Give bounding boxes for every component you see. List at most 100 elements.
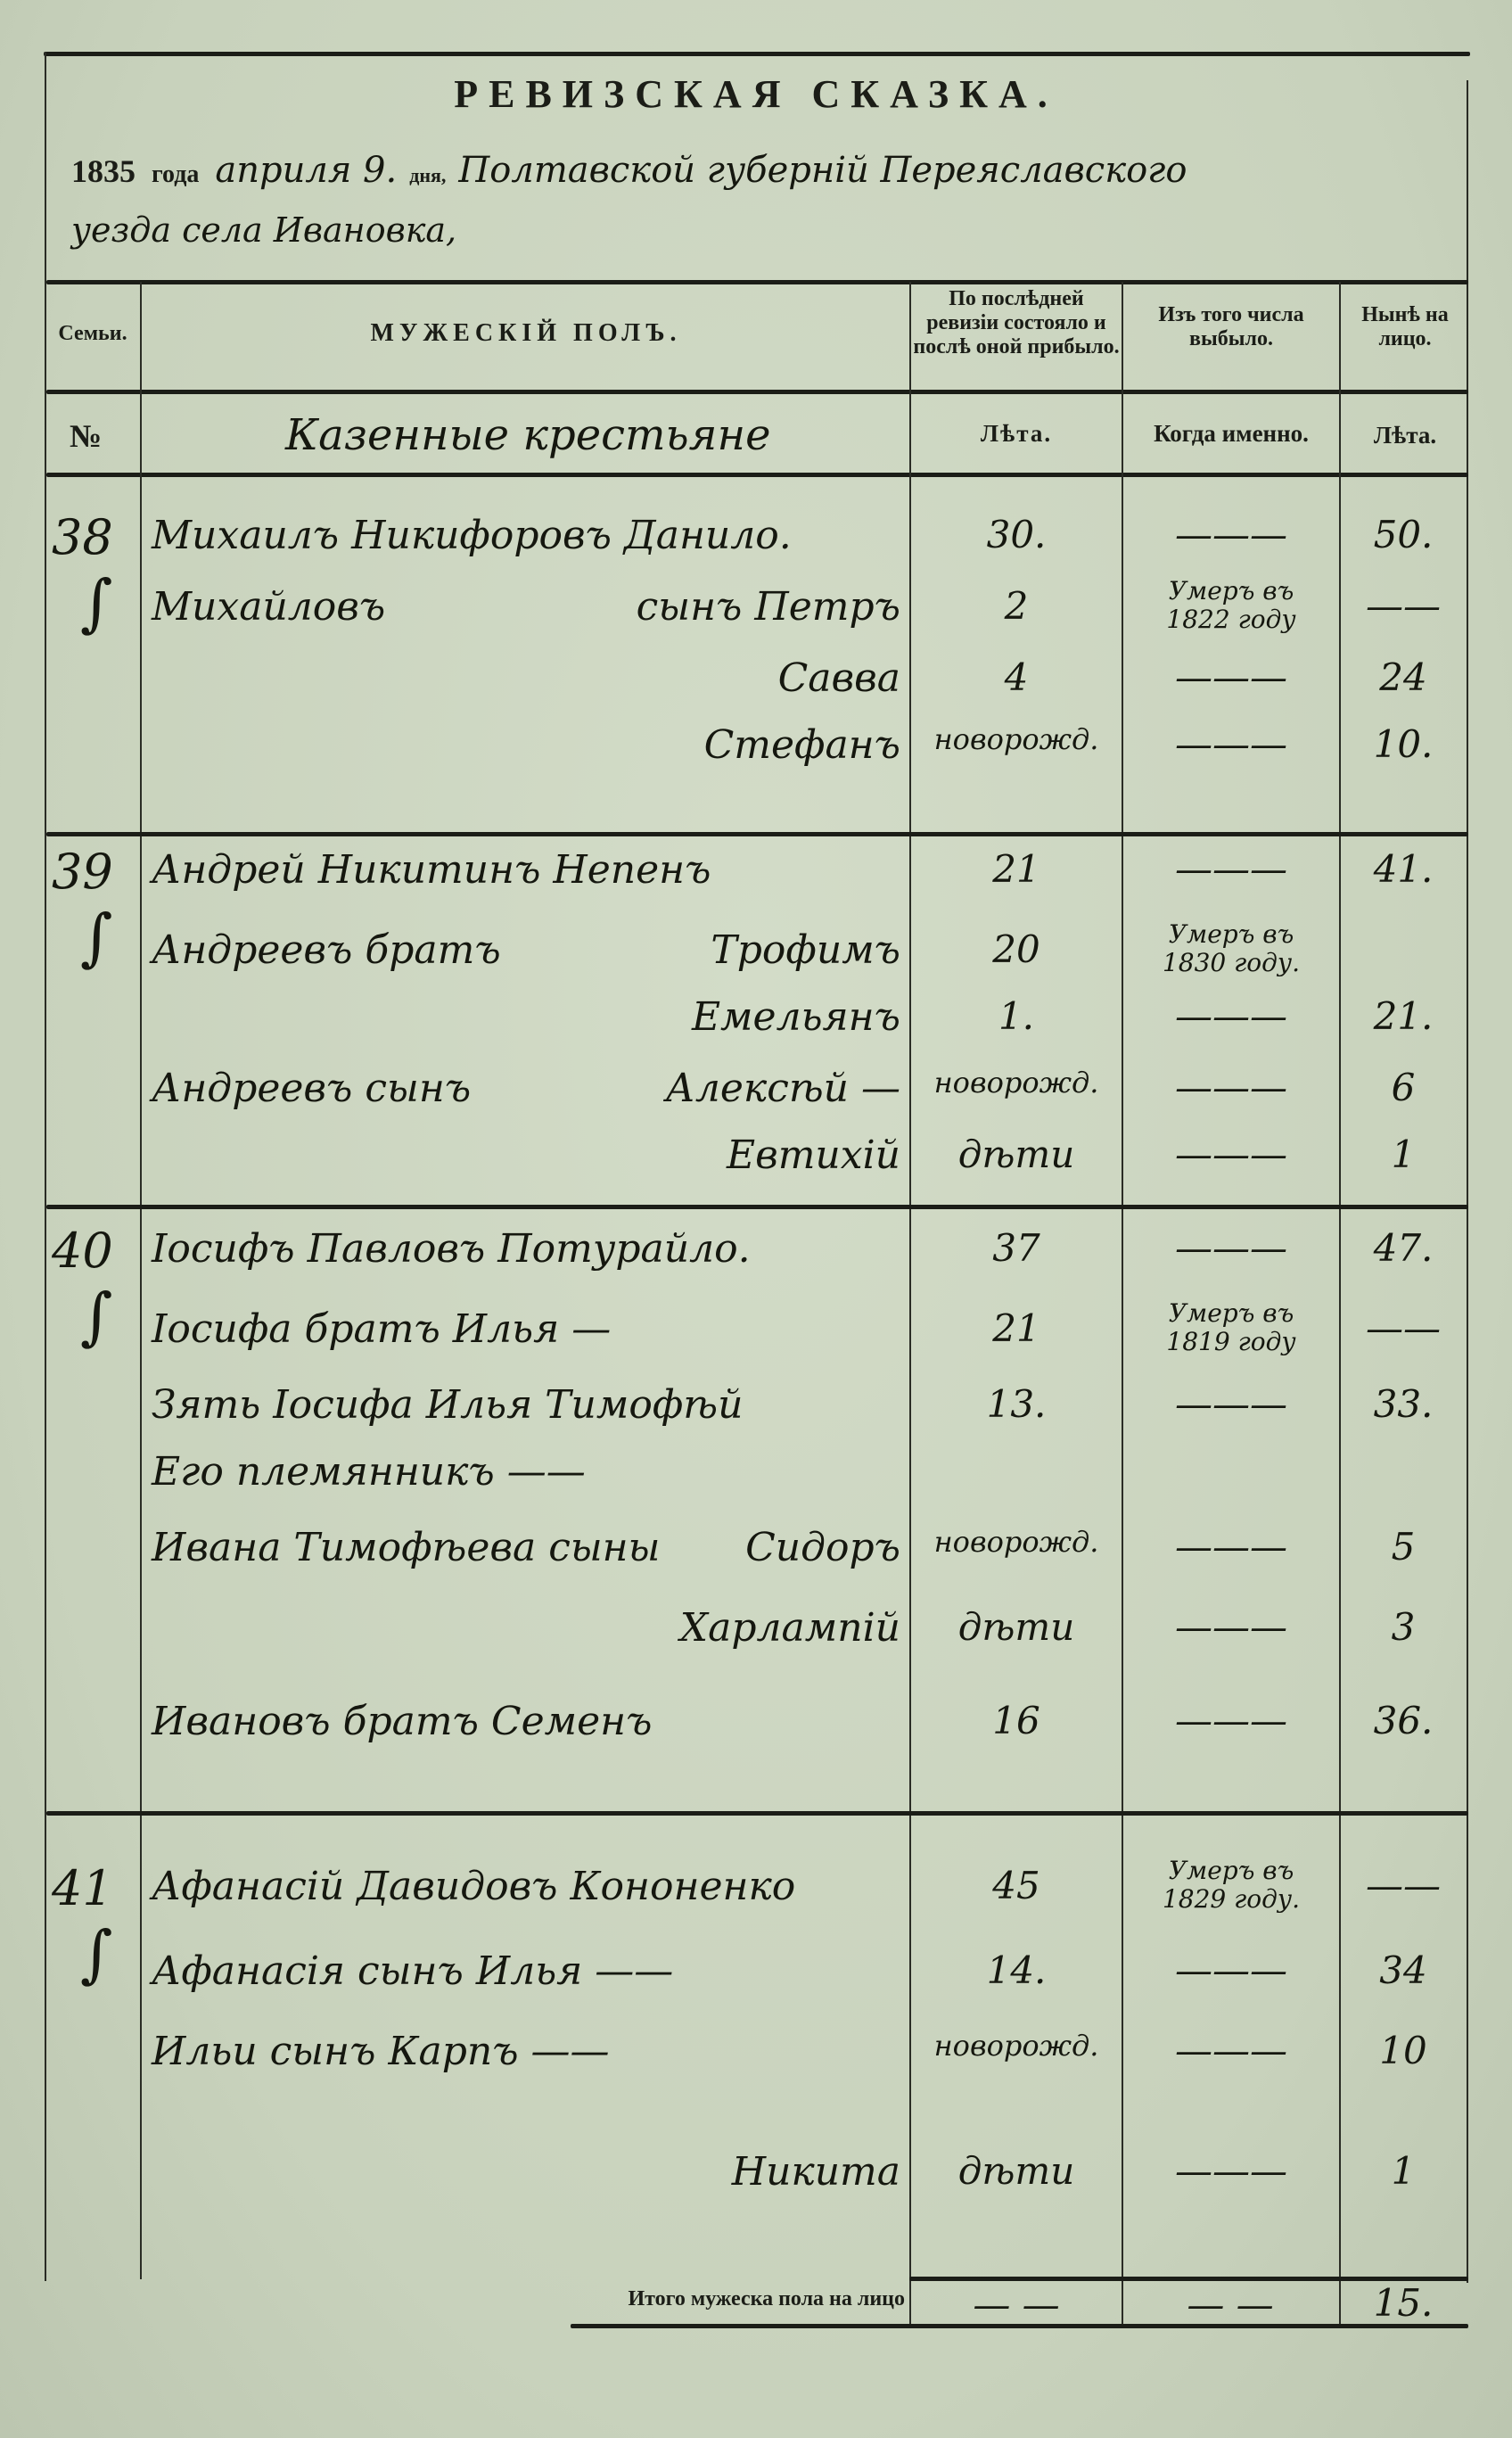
person-name-prefix: Зять Іосифа Илья Тимофѣй bbox=[152, 1382, 744, 1428]
intro-date: априля 9. bbox=[215, 150, 398, 191]
person-name-prefix: Его племянникъ —— bbox=[152, 1449, 586, 1495]
person-name-prefix: Іосифа братъ Илья — bbox=[152, 1306, 612, 1352]
check-mark-icon: ∫ bbox=[80, 1280, 113, 1353]
family-separator-line bbox=[46, 832, 1468, 836]
frame-top-line bbox=[44, 52, 1470, 56]
dropped-dash: ——— bbox=[1175, 1133, 1287, 1176]
age-present: 10. bbox=[1373, 722, 1434, 766]
frame-left-line bbox=[45, 52, 46, 2281]
age-present: 6 bbox=[1391, 1066, 1416, 1109]
age-last-revision: 4 bbox=[1004, 655, 1029, 699]
column-divider bbox=[140, 282, 142, 2279]
dropped-note: Умеръ въ 1830 году. bbox=[1162, 919, 1301, 977]
total-label: Итого мужеска пола на лицо bbox=[628, 2287, 905, 2310]
frame-right-line bbox=[1467, 80, 1468, 2283]
header-present: Нынѣ на лицо. bbox=[1361, 303, 1449, 350]
person-given-name: Евтихій bbox=[726, 1133, 900, 1178]
person-name-prefix: Ивана Тимофѣева сыны bbox=[152, 1525, 661, 1570]
person-given-name: Савва bbox=[777, 655, 900, 701]
age-last-revision: дѣти bbox=[957, 1133, 1075, 1176]
intro-place-2: уезда села Ивановка, bbox=[71, 210, 457, 250]
intro-day-label: дня, bbox=[409, 164, 447, 186]
subheader-years: Лѣта. bbox=[980, 420, 1053, 447]
age-last-revision: новорожд. bbox=[933, 2029, 1099, 2063]
person-given-name: Никита bbox=[731, 2149, 900, 2195]
person-given-name: Стефанъ bbox=[703, 722, 900, 768]
person-given-name: Трофимъ bbox=[711, 927, 900, 973]
subheader-number: № bbox=[70, 418, 103, 454]
age-present: —— bbox=[1366, 1306, 1441, 1350]
age-last-revision: новорожд. bbox=[933, 1525, 1099, 1559]
age-present: 34 bbox=[1379, 1948, 1427, 1992]
age-present: 5 bbox=[1391, 1525, 1416, 1569]
family-number: 41 bbox=[52, 1860, 113, 1916]
person-name-prefix: Афанасія сынъ Илья —— bbox=[152, 1948, 674, 1994]
age-present: 33. bbox=[1373, 1382, 1434, 1426]
subheader-category: Казенные крестьяне bbox=[285, 410, 771, 460]
age-present: 41. bbox=[1373, 847, 1434, 891]
column-divider bbox=[909, 282, 911, 2324]
person-given-name: Харлампій bbox=[679, 1605, 900, 1651]
age-last-revision: дѣти bbox=[957, 1605, 1075, 1649]
dropped-dash: ——— bbox=[1175, 722, 1287, 766]
person-name-prefix: Андреевъ братъ bbox=[152, 927, 501, 973]
age-last-revision: 13. bbox=[986, 1382, 1047, 1426]
total-top-line bbox=[909, 2277, 1468, 2281]
age-present: 1 bbox=[1391, 1133, 1416, 1176]
family-separator-line bbox=[46, 1205, 1468, 1209]
age-last-revision: 30. bbox=[986, 513, 1047, 556]
header-last-revision: По послѣдней ревизіи состояло и послѣ он… bbox=[913, 287, 1120, 358]
subheader-when: Когда именно. bbox=[1154, 420, 1309, 447]
header-mid-line bbox=[46, 390, 1468, 394]
column-divider bbox=[1339, 282, 1341, 2324]
dropped-dash: ——— bbox=[1175, 513, 1287, 556]
dropped-dash: ——— bbox=[1175, 1382, 1287, 1426]
age-present: —— bbox=[1366, 584, 1441, 628]
age-last-revision: 14. bbox=[986, 1948, 1047, 1992]
intro-year: 1835 bbox=[71, 153, 136, 189]
age-last-revision: 16 bbox=[992, 1699, 1040, 1742]
age-present: 24 bbox=[1379, 655, 1427, 699]
dropped-dash: ——— bbox=[1175, 1525, 1287, 1569]
intro-line-1: 1835 года априля 9. дня, Полтавской губе… bbox=[71, 150, 1187, 191]
check-mark-icon: ∫ bbox=[80, 566, 113, 639]
column-divider bbox=[1122, 282, 1123, 2324]
total-last-revision: — — bbox=[973, 2283, 1060, 2327]
intro-place-1: Полтавской губерній Переяславского bbox=[458, 150, 1187, 191]
age-last-revision: 1. bbox=[998, 994, 1035, 1038]
check-mark-icon: ∫ bbox=[80, 901, 113, 974]
age-present: 1 bbox=[1391, 2149, 1416, 2193]
dropped-dash: ——— bbox=[1175, 1226, 1287, 1270]
document-title: РЕВИЗСКАЯ СКАЗКА. bbox=[454, 72, 1058, 116]
person-given-name: Алексѣй — bbox=[665, 1066, 900, 1111]
person-name-prefix: Михаилъ Никифоровъ Данило. bbox=[152, 513, 792, 558]
total-dropped: — — bbox=[1187, 2283, 1274, 2327]
dropped-note: Умеръ въ 1822 году bbox=[1166, 576, 1296, 634]
dropped-dash: ——— bbox=[1175, 1699, 1287, 1742]
dropped-dash: ——— bbox=[1175, 1605, 1287, 1649]
age-present: 10 bbox=[1379, 2029, 1427, 2072]
header-male: МУЖЕСКІЙ ПОЛЪ. bbox=[370, 319, 682, 347]
age-last-revision: 21 bbox=[992, 847, 1040, 891]
age-present: 36. bbox=[1373, 1699, 1434, 1742]
person-name-prefix: Андрей Никитинъ Непенъ bbox=[152, 847, 711, 893]
age-last-revision: дѣти bbox=[957, 2149, 1075, 2193]
age-present: —— bbox=[1366, 1864, 1441, 1907]
dropped-note: Умеръ въ 1819 году bbox=[1166, 1298, 1296, 1356]
age-last-revision: 45 bbox=[992, 1864, 1040, 1907]
family-number: 40 bbox=[52, 1223, 113, 1279]
person-name-prefix: Андреевъ сынъ bbox=[152, 1066, 472, 1111]
age-present: 21. bbox=[1373, 994, 1434, 1038]
person-name-prefix: Ильи сынъ Карпъ —— bbox=[152, 2029, 610, 2074]
person-name-prefix: Ивановъ братъ Семенъ bbox=[152, 1699, 653, 1744]
total-bottom-line bbox=[571, 2324, 1468, 2328]
family-separator-line bbox=[46, 1811, 1468, 1816]
family-number: 39 bbox=[52, 844, 113, 900]
dropped-dash: ——— bbox=[1175, 994, 1287, 1038]
check-mark-icon: ∫ bbox=[80, 1917, 113, 1990]
header-bottom-line bbox=[46, 473, 1468, 477]
dropped-dash: ——— bbox=[1175, 655, 1287, 699]
age-last-revision: 21 bbox=[992, 1306, 1040, 1350]
person-name-prefix: Іосифъ Павловъ Потурайло. bbox=[152, 1226, 751, 1272]
